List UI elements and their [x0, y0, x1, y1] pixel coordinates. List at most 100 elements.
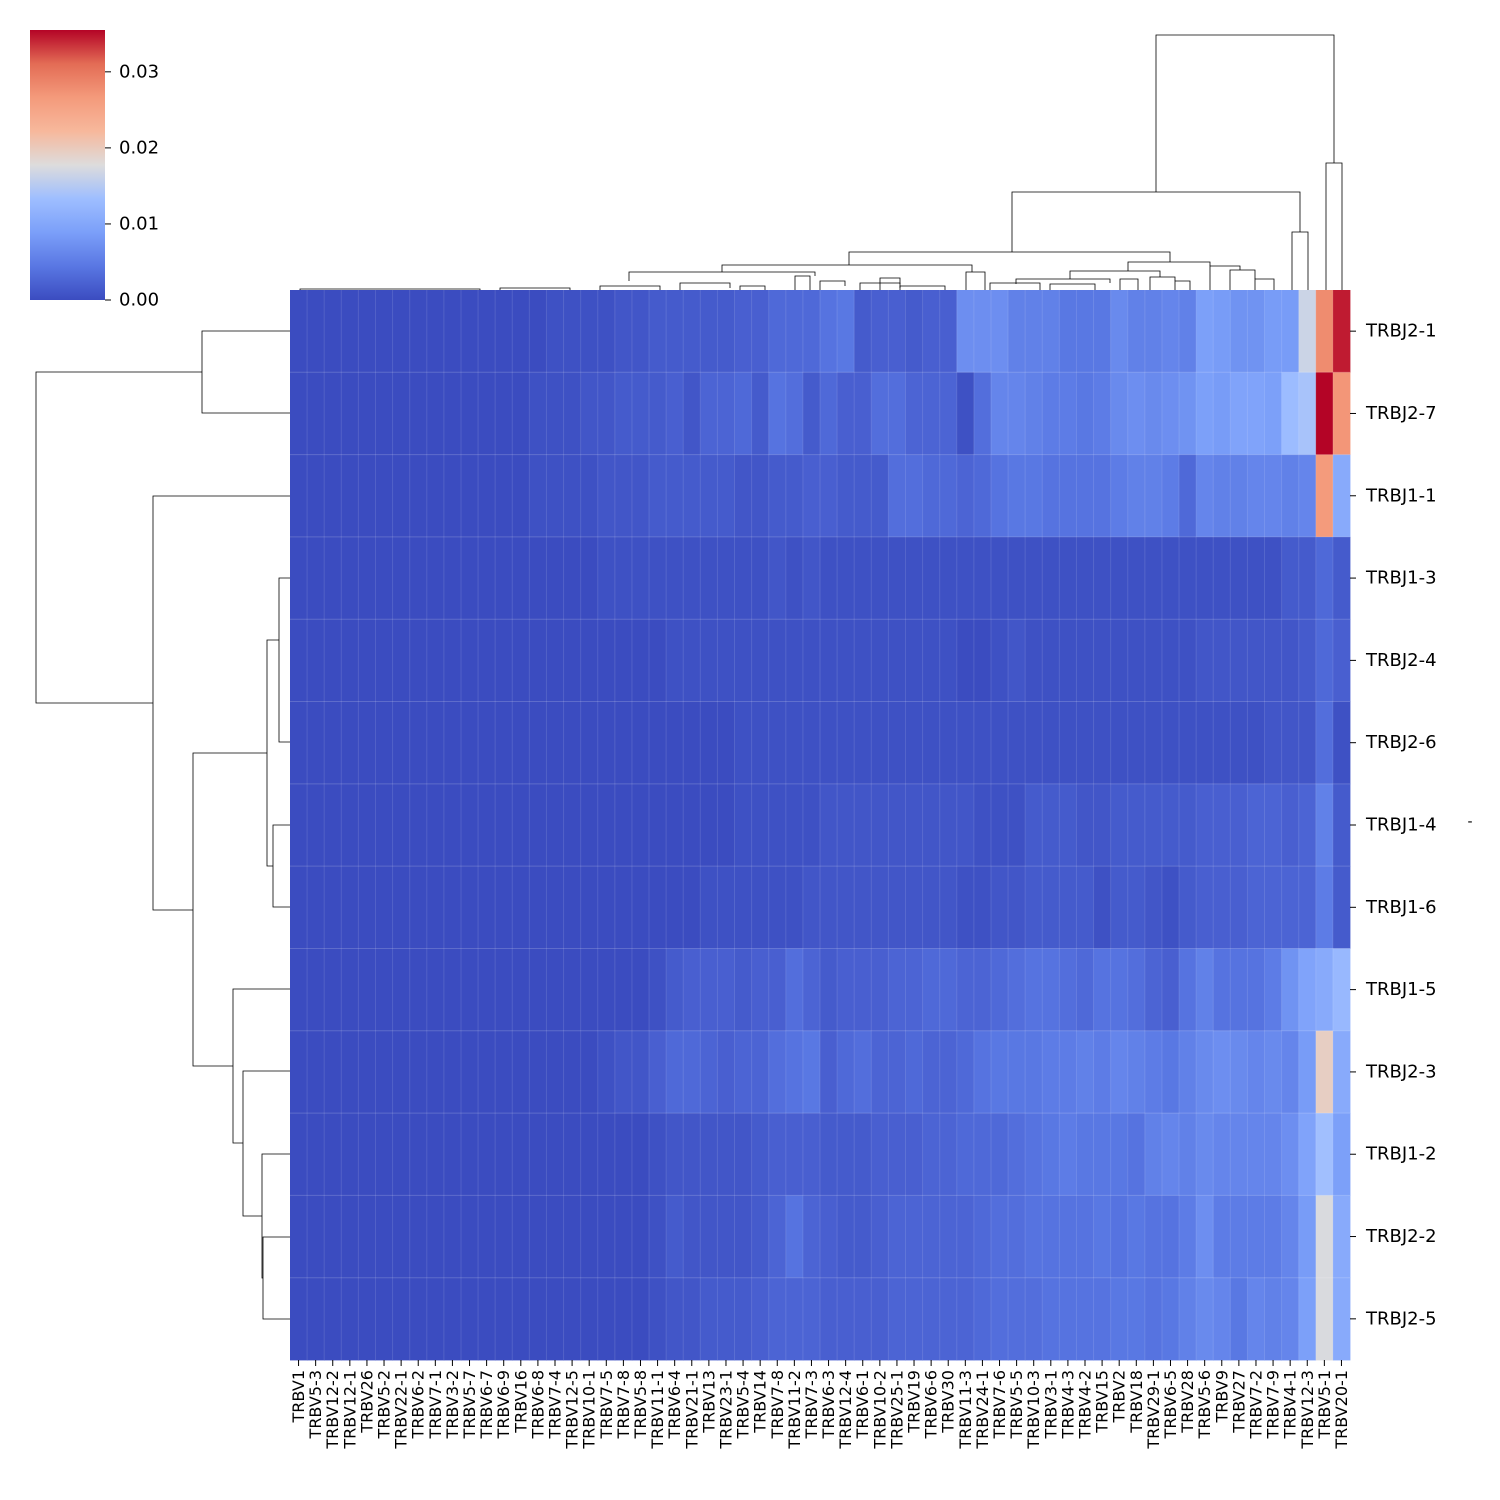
heatmap-cell — [956, 1277, 975, 1361]
heatmap-cell — [1179, 948, 1197, 1032]
heatmap-cell — [1264, 701, 1283, 785]
row-dendrogram-branch-link — [278, 577, 290, 743]
heatmap-cell — [580, 536, 599, 620]
colorbar-tick-label: 0.03 — [119, 61, 159, 82]
heatmap-cell — [1059, 1195, 1077, 1279]
heatmap-cell — [460, 1195, 479, 1279]
column-tick-label: TRBV12-1 — [340, 1370, 359, 1450]
heatmap-cell — [802, 1113, 821, 1196]
colorbar-tick-label: 0.00 — [119, 290, 159, 311]
heatmap-cell — [1247, 701, 1265, 785]
column-tick-label: TRBV5-8 — [631, 1370, 650, 1439]
heatmap-cell — [1298, 1195, 1317, 1279]
heatmap-cell — [956, 1030, 975, 1114]
heatmap-cell — [1264, 866, 1283, 949]
heatmap-cell — [1144, 1113, 1163, 1196]
heatmap-cell — [495, 619, 513, 702]
heatmap-cell — [546, 948, 564, 1032]
heatmap-cell — [409, 1030, 428, 1114]
heatmap-cell — [956, 948, 975, 1032]
heatmap-cell — [1230, 1113, 1248, 1196]
heatmap-cell — [358, 372, 376, 456]
heatmap-cell — [1161, 1030, 1180, 1114]
heatmap-cell — [1025, 619, 1043, 702]
heatmap-cell — [580, 783, 599, 867]
heatmap-cell — [597, 619, 616, 702]
heatmap-cell — [854, 372, 872, 456]
column-tick-label: TRBV22-1 — [392, 1370, 411, 1450]
heatmap-cell — [614, 1195, 633, 1279]
heatmap-cell — [1196, 1113, 1214, 1196]
heatmap-cell — [1093, 536, 1112, 620]
row-tick-label: TRBJ2-5 — [1365, 1308, 1437, 1329]
heatmap-cell — [358, 619, 376, 702]
heatmap-cell — [854, 783, 872, 867]
heatmap-cell — [409, 1113, 428, 1196]
heatmap-cell — [1076, 1195, 1094, 1279]
column-tick-label: TRBV10-2 — [870, 1370, 889, 1450]
heatmap-cell — [1179, 536, 1197, 620]
heatmap-cell — [700, 783, 718, 867]
heatmap-cell — [614, 948, 633, 1032]
column-tick-label: TRBV6-9 — [494, 1370, 513, 1439]
heatmap-cell — [922, 866, 941, 949]
heatmap-cell — [666, 866, 684, 949]
heatmap-cell — [512, 454, 530, 538]
heatmap-cell — [375, 948, 393, 1032]
heatmap-cell — [973, 290, 992, 373]
heatmap-cell — [631, 372, 650, 456]
heatmap-cell — [751, 1277, 770, 1361]
heatmap-cell — [1110, 1277, 1129, 1361]
heatmap-cell — [871, 701, 889, 785]
row-dendrogram-branch-link — [232, 988, 290, 1144]
heatmap-cell — [939, 1277, 958, 1361]
heatmap-cell — [905, 290, 923, 373]
column-tick-label: TRBV6-4 — [665, 1370, 684, 1439]
heatmap-cell — [1247, 290, 1265, 373]
heatmap-cell — [546, 619, 564, 702]
heatmap-cell — [512, 372, 530, 456]
heatmap-cell — [802, 290, 821, 373]
row-dendrogram-branch-link — [266, 639, 279, 867]
heatmap-cell — [580, 1277, 599, 1361]
heatmap-cell — [324, 454, 342, 538]
column-tick-label: TRBV10-1 — [580, 1370, 599, 1450]
heatmap-cell — [1144, 536, 1163, 620]
heatmap-cell — [392, 619, 411, 702]
column-tick-label: TRBV28 — [1178, 1370, 1197, 1434]
heatmap-cell — [392, 783, 411, 867]
heatmap-cell — [1332, 536, 1351, 620]
heatmap-cell — [443, 290, 462, 373]
heatmap-cell — [837, 1277, 855, 1361]
column-tick-label: TRBV6-6 — [922, 1370, 941, 1439]
column-dendrogram-low-link — [819, 280, 846, 290]
heatmap-cell — [922, 701, 941, 785]
heatmap-cell — [939, 783, 958, 867]
heatmap-cell — [802, 1030, 821, 1114]
heatmap-cell — [1144, 701, 1163, 785]
heatmap-cell — [392, 1113, 411, 1196]
heatmap-cell — [700, 536, 718, 620]
heatmap-cell — [426, 454, 445, 538]
heatmap-cell — [375, 866, 393, 949]
heatmap-cell — [734, 948, 753, 1032]
heatmap-cell — [478, 1195, 496, 1279]
heatmap-cell — [426, 866, 445, 949]
heatmap-cell — [341, 948, 359, 1032]
column-dendrogram-low-link — [1049, 283, 1096, 290]
heatmap-cell — [1059, 1030, 1077, 1114]
heatmap-cell — [1008, 1030, 1026, 1114]
heatmap-cell — [990, 1277, 1009, 1361]
heatmap-cell — [1042, 1195, 1060, 1279]
heatmap-cell — [529, 783, 547, 867]
heatmap-cell — [837, 866, 855, 949]
heatmap-cell — [888, 1113, 906, 1196]
heatmap-cell — [1281, 701, 1300, 785]
heatmap-cell — [990, 1195, 1009, 1279]
column-tick-label: TRBV11-3 — [956, 1370, 975, 1450]
heatmap-cell — [341, 1113, 359, 1196]
heatmap-cell — [837, 948, 855, 1032]
heatmap-cell — [1230, 536, 1248, 620]
heatmap-cell — [990, 783, 1009, 867]
heatmap-cell — [939, 948, 958, 1032]
